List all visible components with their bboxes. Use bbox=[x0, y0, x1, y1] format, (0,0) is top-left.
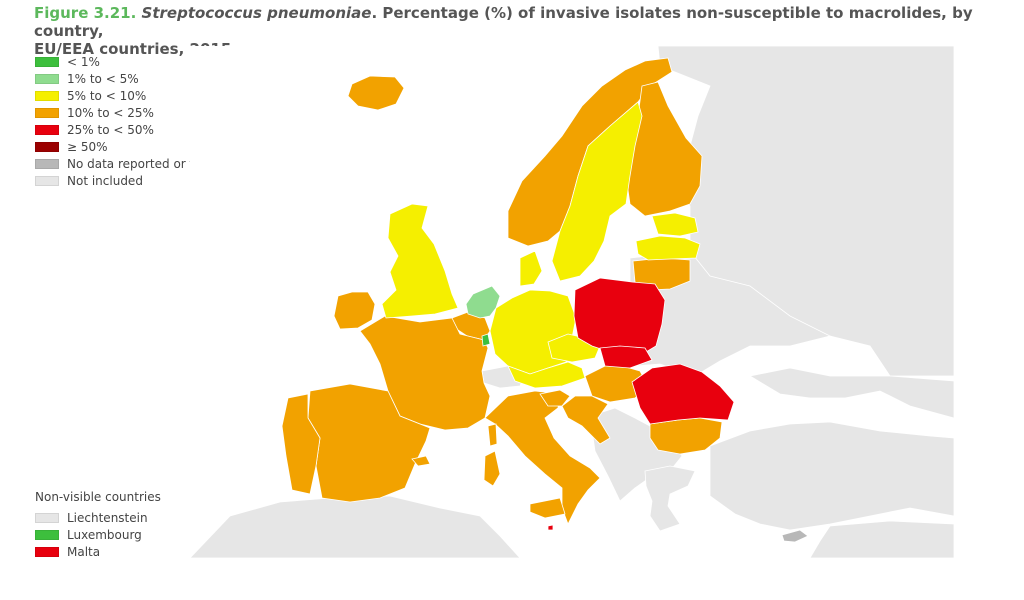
denmark bbox=[519, 250, 543, 287]
non-visible-item-liechtenstein: Liechtenstein bbox=[35, 509, 161, 526]
non-visible-item-malta: Malta bbox=[35, 543, 161, 560]
title-line2: EU/EEA countries, 2015 bbox=[34, 40, 232, 58]
non-visible-title: Non-visible countries bbox=[35, 490, 161, 504]
north-africa-region bbox=[190, 495, 521, 558]
non-visible-legend: Non-visible countries Liechtenstein Luxe… bbox=[35, 489, 161, 560]
cyprus bbox=[781, 529, 809, 543]
estonia bbox=[651, 212, 699, 237]
legend-label: Malta bbox=[67, 544, 101, 559]
luxembourg bbox=[481, 333, 491, 347]
legend-label: 5% to < 10% bbox=[67, 88, 147, 103]
figure-title: Figure 3.21. Streptococcus pneumoniae. P… bbox=[34, 4, 994, 58]
poland bbox=[573, 277, 666, 359]
turkey-region bbox=[709, 421, 954, 531]
legend-label: < 1% bbox=[67, 54, 100, 69]
legend-item-lt1: < 1% bbox=[35, 53, 323, 70]
romania bbox=[631, 363, 735, 425]
croatia bbox=[561, 395, 611, 445]
balearic-islands bbox=[411, 455, 431, 467]
portugal bbox=[281, 393, 321, 495]
legend-swatch bbox=[35, 175, 59, 186]
slovenia bbox=[539, 389, 571, 407]
legend-swatch bbox=[35, 529, 59, 540]
legend-swatch bbox=[35, 141, 59, 152]
legend-label: 10% to < 25% bbox=[67, 105, 154, 120]
legend-swatch bbox=[35, 73, 59, 84]
malta bbox=[547, 524, 554, 531]
legend-swatch bbox=[35, 107, 59, 118]
legend-item-not-included: Not included bbox=[35, 172, 323, 189]
title-rest: . Percentage (%) of invasive isolates no… bbox=[34, 4, 973, 40]
non-visible-item-luxembourg: Luxembourg bbox=[35, 526, 161, 543]
legend-label: ≥ 50% bbox=[67, 139, 108, 154]
legend-item-1-5: 1% to < 5% bbox=[35, 70, 323, 87]
greece-region bbox=[644, 465, 696, 532]
corsica bbox=[487, 423, 498, 447]
legend-item-25-50: 25% to < 50% bbox=[35, 121, 323, 138]
europe-map bbox=[190, 46, 954, 558]
legend-swatch bbox=[35, 56, 59, 67]
legend-label: Liechtenstein bbox=[67, 510, 148, 525]
sicily bbox=[529, 497, 566, 519]
legend-swatch bbox=[35, 124, 59, 135]
legend-item-10-25: 10% to < 25% bbox=[35, 104, 323, 121]
legend-label: Luxembourg bbox=[67, 527, 142, 542]
latvia bbox=[635, 235, 701, 261]
legend-label: Not included bbox=[67, 173, 143, 188]
sardinia bbox=[483, 450, 501, 487]
netherlands bbox=[465, 285, 501, 319]
sweden bbox=[551, 101, 643, 282]
legend-item-ge50: ≥ 50% bbox=[35, 138, 323, 155]
organism-name: Streptococcus pneumoniae bbox=[141, 4, 372, 22]
legend-swatch bbox=[35, 90, 59, 101]
austria bbox=[507, 361, 586, 389]
legend-swatch bbox=[35, 546, 59, 557]
united-kingdom bbox=[381, 203, 459, 319]
middle-east-region bbox=[809, 520, 954, 558]
legend-item-5-10: 5% to < 10% bbox=[35, 87, 323, 104]
legend-label: 25% to < 50% bbox=[67, 122, 154, 137]
legend-swatch bbox=[35, 512, 59, 523]
figure-label: Figure 3.21. bbox=[34, 4, 137, 22]
legend-swatch bbox=[35, 158, 59, 169]
slovakia bbox=[599, 345, 653, 369]
black-sea-coast-region bbox=[748, 367, 954, 419]
ireland bbox=[333, 291, 376, 330]
map-svg bbox=[190, 46, 954, 558]
legend-label: 1% to < 5% bbox=[67, 71, 139, 86]
iceland bbox=[347, 75, 405, 111]
